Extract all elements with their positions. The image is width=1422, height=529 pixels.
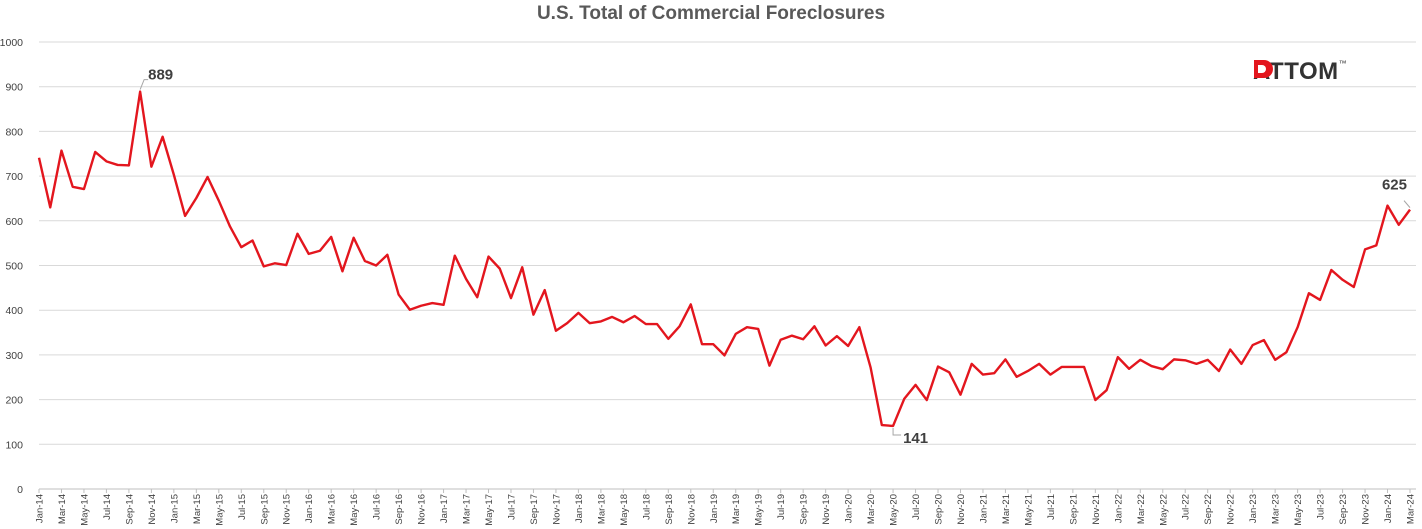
x-tick-label: Nov-16 bbox=[417, 494, 428, 525]
y-tick-label: 200 bbox=[5, 395, 23, 407]
x-axis-ticks: Jan-14 Mar-14 May-14 Jul-14 Sep-14 Nov-14 Jan-… bbox=[35, 489, 1417, 526]
data-label: 625 bbox=[1382, 177, 1407, 194]
y-tick-label: 700 bbox=[5, 171, 23, 183]
x-tick-label: Mar-19 bbox=[731, 494, 742, 524]
x-tick-label: Sep-16 bbox=[394, 494, 405, 525]
x-tick-label: Jan-16 bbox=[304, 494, 315, 523]
x-tick-label: Mar-14 bbox=[57, 494, 68, 524]
x-tick-label: May-15 bbox=[214, 494, 225, 526]
x-tick-label: Mar-16 bbox=[327, 494, 338, 524]
x-tick-label: Jan-23 bbox=[1248, 494, 1259, 523]
y-tick-label: 900 bbox=[5, 82, 23, 94]
data-label: 141 bbox=[903, 430, 928, 447]
x-tick-label: Mar-24 bbox=[1406, 494, 1417, 524]
x-tick-label: Mar-23 bbox=[1271, 494, 1282, 524]
x-tick-label: Sep-23 bbox=[1338, 494, 1349, 525]
x-tick-label: Jul-18 bbox=[641, 494, 652, 520]
x-tick-label: Sep-17 bbox=[529, 494, 540, 525]
y-tick-label: 100 bbox=[5, 439, 23, 451]
x-tick-label: Mar-15 bbox=[192, 494, 203, 524]
x-tick-label: Nov-21 bbox=[1091, 494, 1102, 525]
attom-logo-mark-icon bbox=[1254, 60, 1273, 78]
x-tick-label: Nov-14 bbox=[147, 494, 158, 525]
x-tick-label: Jan-20 bbox=[844, 494, 855, 523]
x-tick-label: Nov-22 bbox=[1226, 494, 1237, 525]
annotation-leader bbox=[1403, 200, 1411, 208]
attom-logo-trademark: ™ bbox=[1338, 58, 1347, 68]
x-tick-label: Jan-17 bbox=[439, 494, 450, 523]
x-tick-label: Jul-14 bbox=[102, 494, 113, 520]
x-tick-label: Sep-18 bbox=[664, 494, 675, 525]
x-tick-label: Jul-22 bbox=[1181, 494, 1192, 520]
x-tick-label: Nov-18 bbox=[686, 494, 697, 525]
x-tick-label: Jan-19 bbox=[709, 494, 720, 523]
y-tick-label: 1000 bbox=[0, 37, 23, 49]
x-tick-label: Jan-24 bbox=[1383, 494, 1394, 523]
y-axis-ticks: 0 100 200 300 400 500 600 700 800 900 1000 bbox=[0, 37, 23, 496]
x-tick-label: Jul-19 bbox=[776, 494, 787, 520]
x-tick-label: Jul-15 bbox=[237, 494, 248, 520]
x-tick-label: May-14 bbox=[79, 494, 90, 526]
gridlines bbox=[39, 41, 1416, 490]
x-tick-label: Mar-18 bbox=[596, 494, 607, 524]
x-tick-label: May-20 bbox=[889, 494, 900, 526]
x-tick-label: Nov-19 bbox=[821, 494, 832, 525]
x-tick-label: Jan-14 bbox=[35, 494, 46, 523]
annotations: 889 141 625 bbox=[139, 67, 1411, 447]
x-tick-label: May-23 bbox=[1293, 494, 1304, 526]
x-tick-label: Mar-22 bbox=[1136, 494, 1147, 524]
y-tick-label: 600 bbox=[5, 216, 23, 228]
x-tick-label: Nov-23 bbox=[1361, 494, 1372, 525]
x-tick-label: May-16 bbox=[349, 494, 360, 526]
y-tick-label: 800 bbox=[5, 126, 23, 138]
x-tick-label: Jan-18 bbox=[574, 494, 585, 523]
chart-title: U.S. Total of Commercial Foreclosures bbox=[536, 3, 886, 24]
y-tick-label: 500 bbox=[5, 261, 23, 273]
x-tick-label: Jul-20 bbox=[911, 494, 922, 520]
x-tick-label: Sep-14 bbox=[124, 494, 135, 525]
x-tick-label: Sep-21 bbox=[1068, 494, 1079, 525]
x-tick-label: Nov-20 bbox=[956, 494, 967, 525]
x-tick-label: Sep-19 bbox=[799, 494, 810, 525]
x-tick-label: Jan-22 bbox=[1113, 494, 1124, 523]
x-tick-label: Jul-16 bbox=[372, 494, 383, 520]
x-tick-label: Jul-23 bbox=[1316, 494, 1327, 520]
y-tick-label: 400 bbox=[5, 305, 23, 317]
x-tick-label: Mar-20 bbox=[866, 494, 877, 524]
annotation-leader bbox=[139, 79, 149, 90]
x-tick-label: Nov-17 bbox=[551, 494, 562, 525]
attom-logo: ATTOM ™ bbox=[1252, 58, 1347, 86]
x-tick-label: Jan-21 bbox=[978, 494, 989, 523]
x-tick-label: May-17 bbox=[484, 494, 495, 526]
series-layer bbox=[37, 90, 1411, 428]
x-tick-label: Nov-15 bbox=[282, 494, 293, 525]
x-tick-label: May-19 bbox=[754, 494, 765, 526]
series-line bbox=[37, 90, 1411, 428]
x-tick-label: May-21 bbox=[1023, 494, 1034, 526]
data-label: 889 bbox=[148, 67, 173, 84]
x-tick-label: May-18 bbox=[619, 494, 630, 526]
x-tick-label: Sep-22 bbox=[1203, 494, 1214, 525]
x-tick-label: Sep-15 bbox=[259, 494, 270, 525]
x-tick-label: Jul-21 bbox=[1046, 494, 1057, 520]
x-tick-label: Mar-17 bbox=[462, 494, 473, 524]
annotation-leader bbox=[892, 427, 902, 436]
x-tick-label: Sep-20 bbox=[934, 494, 945, 525]
x-tick-label: Jul-17 bbox=[506, 494, 517, 520]
y-tick-label: 300 bbox=[5, 350, 23, 362]
x-tick-label: May-22 bbox=[1158, 494, 1169, 526]
x-tick-label: Mar-21 bbox=[1001, 494, 1012, 524]
x-tick-label: Jan-15 bbox=[169, 494, 180, 523]
y-tick-label: 0 bbox=[17, 484, 23, 496]
